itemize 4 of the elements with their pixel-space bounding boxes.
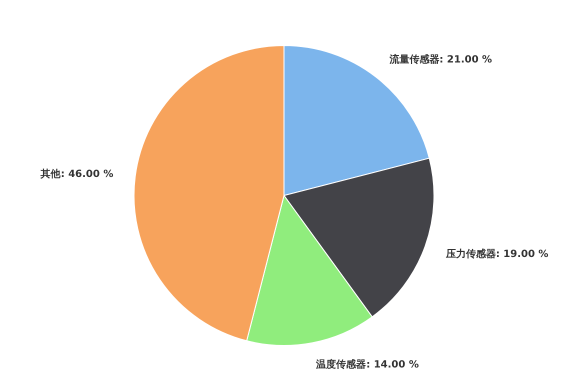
slice-label: 温度传感器: 14.00 %: [315, 358, 419, 370]
slice-label: 其他: 46.00 %: [40, 168, 114, 180]
slice-label: 压力传感器: 19.00 %: [444, 248, 548, 260]
slice-label: 流量传感器: 21.00 %: [388, 54, 492, 66]
